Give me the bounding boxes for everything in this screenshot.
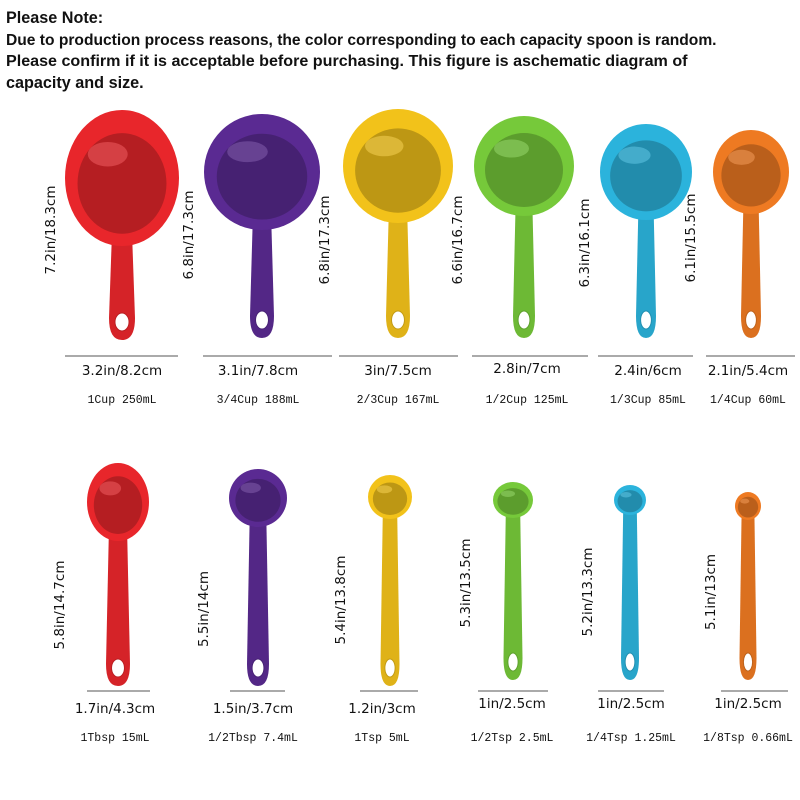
hanging-hole [114, 312, 130, 332]
hanging-hole [391, 310, 405, 330]
cup-5: 6.3in/16.1cm 2.4in/6cm 1/3Cup 85mL [577, 124, 693, 407]
measuring-cup-icon [600, 124, 692, 338]
measuring-cup-icon [474, 116, 574, 338]
spoon-handle [503, 513, 523, 680]
cup-length-label: 6.8in/17.3cm [181, 191, 197, 280]
hanging-hole [507, 652, 519, 672]
cup-width-label: 2.4in/6cm [614, 363, 682, 379]
spoon-3: 5.4in/13.8cm 1.2in/3cm 1Tsp 5mL [333, 475, 418, 745]
measuring-spoon-icon [735, 492, 761, 680]
cup-width-label: 3.2in/8.2cm [82, 363, 162, 379]
spoon-handle [380, 513, 400, 686]
measuring-cup-icon [713, 130, 789, 338]
spoon-width-label: 1.7in/4.3cm [75, 701, 155, 717]
note-line-3: capacity and size. [6, 73, 144, 92]
cup-3: 6.8in/17.3cm 3in/7.5cm 2/3Cup 167mL [317, 109, 458, 407]
cup-width-label: 2.1in/5.4cm [708, 363, 788, 379]
spoon-capacity-label: 1Tsp 5mL [354, 732, 409, 745]
spoon-capacity-label: 1Tbsp 15mL [80, 732, 149, 745]
cup-width-label: 3in/7.5cm [364, 363, 432, 379]
cup-6: 6.1in/15.5cm 2.1in/5.4cm 1/4Cup 60mL [683, 130, 795, 407]
cup-length-label: 7.2in/18.3cm [43, 186, 59, 275]
hanging-hole [640, 310, 652, 330]
spoon-handle [106, 531, 130, 686]
hanging-hole [742, 652, 754, 672]
measuring-cup-icon [65, 110, 179, 340]
measuring-spoon-icon [229, 469, 287, 686]
spoon-capacity-label: 1/2Tbsp 7.4mL [208, 732, 298, 745]
cup-handle [636, 208, 656, 338]
cup-handle [741, 203, 761, 338]
hanging-hole [255, 310, 269, 330]
cup-handle [109, 229, 135, 340]
cup-capacity-label: 1/4Cup 60mL [710, 394, 786, 407]
measuring-cup-icon [204, 114, 320, 338]
spoon-length-label: 5.3in/13.5cm [458, 539, 474, 628]
spoon-capacity-label: 1/4Tsp 1.25mL [586, 732, 676, 745]
cup-1: 7.2in/18.3cm 3.2in/8.2cm 1Cup 250mL [43, 110, 179, 407]
spoon-6: 5.1in/13cm 1in/2.5cm 1/8Tsp 0.66mL [703, 492, 793, 745]
cup-length-label: 6.3in/16.1cm [577, 199, 593, 288]
spoon-width-label: 1in/2.5cm [478, 696, 546, 712]
measuring-spoon-icon [87, 463, 149, 686]
spoon-length-label: 5.8in/14.7cm [52, 561, 68, 650]
hanging-hole [111, 658, 125, 678]
note-heading: Please Note: [6, 9, 104, 27]
cup-capacity-label: 3/4Cup 188mL [217, 394, 300, 407]
spoon-4: 5.3in/13.5cm 1in/2.5cm 1/2Tsp 2.5mL [458, 482, 553, 745]
hanging-hole [251, 658, 265, 678]
spoon-handle [247, 519, 269, 686]
spoon-length-label: 5.1in/13cm [703, 554, 719, 630]
hanging-hole [517, 310, 531, 330]
cup-length-label: 6.8in/17.3cm [317, 196, 333, 285]
measuring-spoon-icon [493, 482, 533, 680]
cup-length-label: 6.1in/15.5cm [683, 194, 699, 283]
spoon-width-label: 1in/2.5cm [597, 696, 665, 712]
spoon-width-label: 1.2in/3cm [348, 701, 416, 717]
hanging-hole [384, 658, 396, 678]
cup-length-label: 6.6in/16.7cm [450, 196, 466, 285]
hanging-hole [624, 652, 636, 672]
hanging-hole [745, 310, 757, 330]
measuring-cup-icon [343, 109, 453, 338]
spoon-5: 5.2in/13.3cm 1in/2.5cm 1/4Tsp 1.25mL [580, 485, 676, 745]
spoon-capacity-label: 1/8Tsp 0.66mL [703, 732, 793, 745]
cup-handle [386, 208, 410, 338]
measuring-spoon-icon [614, 485, 646, 680]
cup-handle [513, 203, 535, 338]
spoon-handle [739, 516, 757, 680]
spoon-width-label: 1in/2.5cm [714, 696, 782, 712]
cup-width-label: 3.1in/7.8cm [218, 363, 298, 379]
note-line-1: Due to production process reasons, the c… [6, 31, 717, 49]
note-block: Please Note: Due to production process r… [6, 8, 798, 94]
cup-capacity-label: 2/3Cup 167mL [357, 394, 440, 407]
cup-2: 6.8in/17.3cm 3.1in/7.8cm 3/4Cup 188mL [181, 114, 332, 407]
cup-capacity-label: 1/2Cup 125mL [486, 394, 569, 407]
spoon-length-label: 5.4in/13.8cm [333, 556, 349, 645]
cup-4: 6.6in/16.7cm 2.8in/7cm 1/2Cup 125mL [450, 116, 588, 407]
spoon-length-label: 5.2in/13.3cm [580, 548, 596, 637]
spoon-width-label: 1.5in/3.7cm [213, 701, 293, 717]
cup-handle [250, 215, 274, 338]
cup-capacity-label: 1Cup 250mL [87, 394, 156, 407]
cup-width-label: 2.8in/7cm [493, 361, 561, 377]
note-line-2: Please confirm if it is acceptable befor… [6, 52, 688, 70]
spoon-2: 5.5in/14cm 1.5in/3.7cm 1/2Tbsp 7.4mL [196, 469, 298, 745]
cup-capacity-label: 1/3Cup 85mL [610, 394, 686, 407]
spoon-handle [621, 511, 639, 680]
spoon-capacity-label: 1/2Tsp 2.5mL [471, 732, 554, 745]
spoon-length-label: 5.5in/14cm [196, 571, 212, 647]
measuring-spoon-icon [368, 475, 412, 686]
spoon-1: 5.8in/14.7cm 1.7in/4.3cm 1Tbsp 15mL [52, 463, 155, 745]
